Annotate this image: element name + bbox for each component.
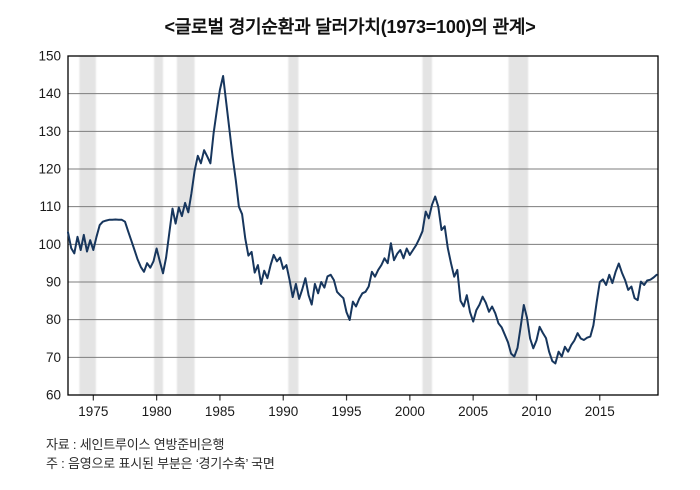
y-axis-label: 120 [38, 162, 61, 177]
x-axis-label: 2015 [585, 404, 615, 419]
dollar-index-line-chart: 60 70 80 90 100 110 120 130 140 150 1975 1980 1985 19… [38, 49, 659, 419]
y-axis-label: 110 [39, 199, 61, 214]
x-axis-label: 1995 [332, 404, 362, 419]
recession-band [79, 56, 96, 395]
y-axis-label: 70 [46, 350, 61, 365]
y-axis-label: 140 [38, 86, 61, 101]
x-axis-label: 2010 [521, 404, 551, 419]
recession-band [422, 56, 432, 395]
x-axis-label: 1980 [142, 404, 172, 419]
x-axis-label: 2000 [395, 404, 425, 419]
y-axis-label: 100 [38, 237, 61, 252]
recession-band [154, 56, 163, 395]
y-axis-label: 90 [46, 275, 61, 290]
dollar-index-line [67, 75, 658, 365]
recession-band [176, 56, 195, 395]
recession-band [288, 56, 299, 395]
plot-frame [67, 55, 659, 396]
x-axis-label: 1990 [268, 404, 298, 419]
x-axis-label: 1985 [205, 404, 235, 419]
x-axis-label: 1975 [78, 404, 108, 419]
y-axis-label: 130 [38, 124, 61, 139]
chart-title: <글로벌 경기순환과 달러가치(1973=100)의 관계> [164, 17, 536, 37]
source-note: 자료 : 세인트루이스 연방준비은행 [46, 437, 225, 452]
y-axis-label: 80 [46, 312, 61, 327]
shading-note: 주 : 음영으로 표시된 부분은 ‘경기수축’ 국면 [46, 456, 275, 471]
y-axis-label: 60 [46, 388, 61, 403]
x-axis-label: 2005 [458, 404, 488, 419]
y-axis-label: 150 [38, 49, 61, 64]
